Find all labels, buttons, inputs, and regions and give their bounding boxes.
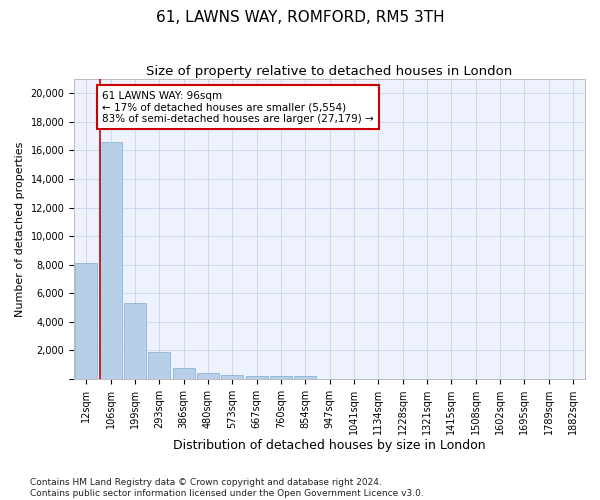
X-axis label: Distribution of detached houses by size in London: Distribution of detached houses by size … bbox=[173, 440, 486, 452]
Text: Contains HM Land Registry data © Crown copyright and database right 2024.
Contai: Contains HM Land Registry data © Crown c… bbox=[30, 478, 424, 498]
Bar bbox=[148, 352, 170, 378]
Bar bbox=[197, 374, 219, 378]
Bar bbox=[76, 263, 97, 378]
Bar bbox=[295, 376, 316, 378]
Bar bbox=[245, 376, 268, 378]
Bar bbox=[100, 142, 122, 378]
Title: Size of property relative to detached houses in London: Size of property relative to detached ho… bbox=[146, 65, 513, 78]
Text: 61 LAWNS WAY: 96sqm
← 17% of detached houses are smaller (5,554)
83% of semi-det: 61 LAWNS WAY: 96sqm ← 17% of detached ho… bbox=[103, 90, 374, 124]
Bar bbox=[221, 374, 243, 378]
Bar bbox=[270, 376, 292, 378]
Text: 61, LAWNS WAY, ROMFORD, RM5 3TH: 61, LAWNS WAY, ROMFORD, RM5 3TH bbox=[155, 10, 445, 25]
Bar bbox=[124, 303, 146, 378]
Y-axis label: Number of detached properties: Number of detached properties bbox=[15, 142, 25, 316]
Bar bbox=[173, 368, 194, 378]
